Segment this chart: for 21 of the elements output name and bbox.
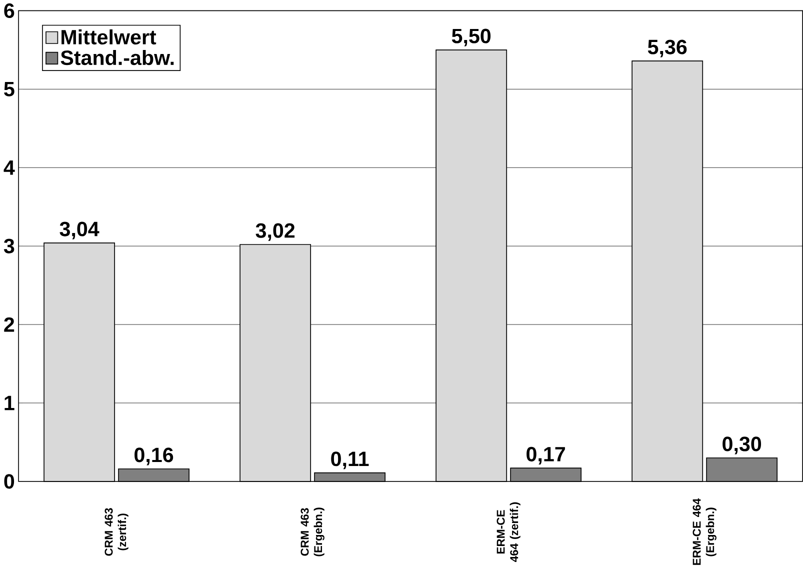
data-label: 5,50 xyxy=(452,28,491,46)
y-tick-label: 3 xyxy=(4,238,14,254)
data-label: 0,16 xyxy=(134,448,174,466)
y-tick-label: 6 xyxy=(4,3,14,18)
legend-label: Stand.-abw. xyxy=(60,50,174,66)
data-label: 3,04 xyxy=(60,222,100,240)
x-tick-label: ERM-CE 464 (Ergebn.) xyxy=(692,498,716,565)
y-tick-label: 1 xyxy=(4,396,14,410)
legend-label: Mittelwert xyxy=(62,29,156,45)
data-label: 5,36 xyxy=(648,40,687,58)
y-tick-label: 4 xyxy=(4,160,15,175)
y-tick-label: 2 xyxy=(4,317,14,332)
x-tick-label: ERM-CE 464 (zertif.) xyxy=(496,502,520,562)
data-label: 0,11 xyxy=(331,452,369,470)
y-tick-label: 0 xyxy=(4,474,14,489)
y-tick-label: 5 xyxy=(4,82,14,96)
x-tick-label: CRM 463 (zertif.) xyxy=(104,508,128,556)
x-tick-label: CRM 463 (Ergebn.) xyxy=(300,508,324,556)
data-label: 0,17 xyxy=(526,446,565,464)
data-label: 0,30 xyxy=(722,436,762,454)
data-label: 3,02 xyxy=(256,223,295,241)
